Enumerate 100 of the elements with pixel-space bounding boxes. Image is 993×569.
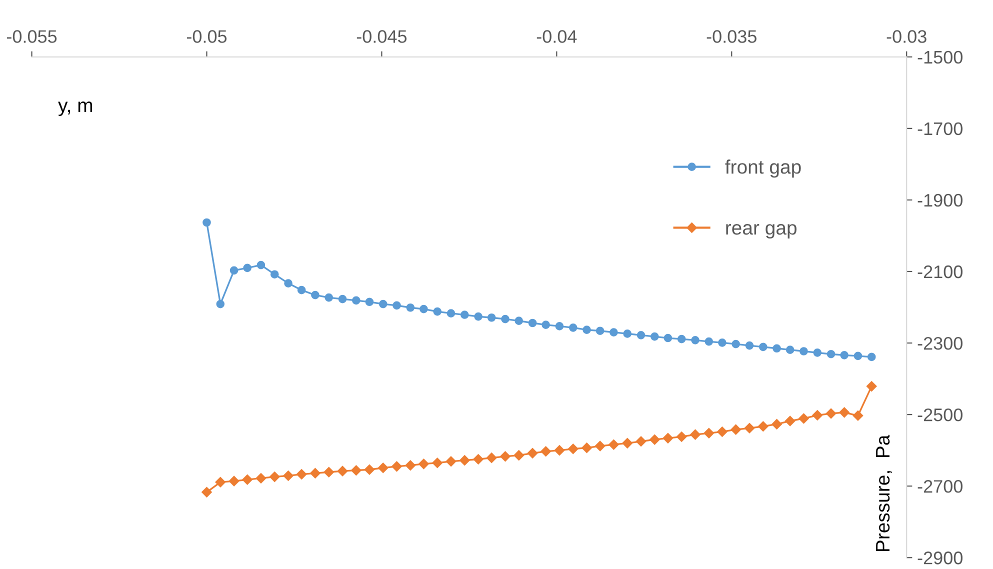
point	[420, 304, 428, 314]
x-tick-label: -0.045	[356, 30, 407, 43]
point	[676, 432, 687, 442]
point	[594, 440, 606, 452]
point	[730, 424, 741, 435]
point	[243, 264, 252, 272]
y-tick-label: -1900	[918, 194, 962, 207]
point	[202, 218, 211, 227]
point	[772, 344, 781, 353]
point	[311, 290, 320, 300]
point	[623, 330, 632, 338]
point	[486, 452, 497, 463]
point	[500, 451, 510, 462]
point	[228, 476, 240, 486]
x-tick-label: -0.055	[6, 30, 57, 43]
point	[568, 444, 578, 454]
point	[460, 310, 469, 319]
point	[256, 473, 266, 484]
point	[744, 423, 755, 434]
point	[826, 350, 836, 358]
point	[540, 446, 551, 457]
point	[242, 474, 252, 485]
point	[677, 334, 686, 344]
y-axis-title: Pressure, Pa	[876, 434, 892, 552]
point	[784, 416, 796, 426]
point	[460, 455, 470, 466]
y-tick-label: -2100	[918, 265, 962, 278]
point	[527, 448, 538, 458]
point	[473, 454, 484, 464]
point	[758, 342, 768, 352]
point	[840, 351, 848, 360]
point	[854, 352, 862, 360]
point	[310, 468, 320, 478]
x-tick-label: -0.035	[706, 30, 756, 43]
y-tick-label: -2300	[918, 336, 962, 350]
point	[364, 464, 375, 475]
point	[772, 419, 782, 430]
point	[202, 487, 212, 498]
point	[446, 309, 456, 318]
point	[514, 316, 524, 326]
point	[446, 456, 456, 467]
point	[297, 286, 306, 294]
y-tick-label: -2700	[918, 480, 962, 493]
point	[650, 434, 660, 445]
x-tick-label: -0.04	[536, 30, 577, 43]
point	[622, 438, 632, 448]
point	[405, 460, 416, 470]
point	[867, 352, 876, 362]
point	[433, 307, 442, 316]
point	[610, 328, 618, 336]
point	[704, 337, 714, 346]
point	[690, 429, 700, 440]
point	[758, 421, 768, 432]
x-tick-label: -0.03	[886, 30, 926, 43]
point	[786, 346, 794, 354]
y-tick-label: -2900	[918, 552, 962, 564]
legend-label: rear gap	[726, 224, 796, 239]
point	[528, 318, 537, 328]
point	[352, 296, 360, 305]
point	[230, 266, 238, 275]
point	[664, 334, 672, 342]
point	[608, 439, 619, 450]
point	[555, 322, 564, 330]
point	[324, 467, 334, 478]
point	[745, 341, 754, 350]
legend-label: front gap	[725, 160, 801, 178]
point	[406, 303, 415, 312]
point	[691, 336, 700, 344]
point	[296, 469, 307, 480]
point	[365, 298, 374, 306]
point	[798, 413, 809, 424]
point	[852, 410, 864, 421]
point	[813, 348, 822, 357]
point	[432, 458, 442, 468]
point	[542, 320, 550, 329]
point	[718, 338, 726, 347]
point	[284, 279, 292, 288]
point	[717, 426, 728, 437]
point	[474, 312, 482, 321]
point	[337, 466, 348, 476]
point	[704, 428, 714, 438]
point	[636, 436, 646, 446]
point	[351, 465, 362, 476]
x-axis-title: y, m	[58, 102, 92, 116]
point	[418, 458, 429, 470]
point	[554, 445, 565, 456]
point	[270, 270, 279, 279]
point	[800, 347, 808, 356]
point	[812, 410, 822, 420]
point	[650, 332, 659, 341]
point	[582, 326, 591, 334]
y-tick-label: -1700	[918, 122, 962, 136]
point	[487, 313, 496, 322]
point	[514, 450, 524, 460]
y-tick-label: -2500	[918, 408, 962, 422]
point	[826, 408, 836, 419]
y-tick-label: -1500	[918, 50, 962, 64]
point	[662, 433, 674, 444]
point	[392, 301, 401, 310]
point	[582, 442, 592, 453]
